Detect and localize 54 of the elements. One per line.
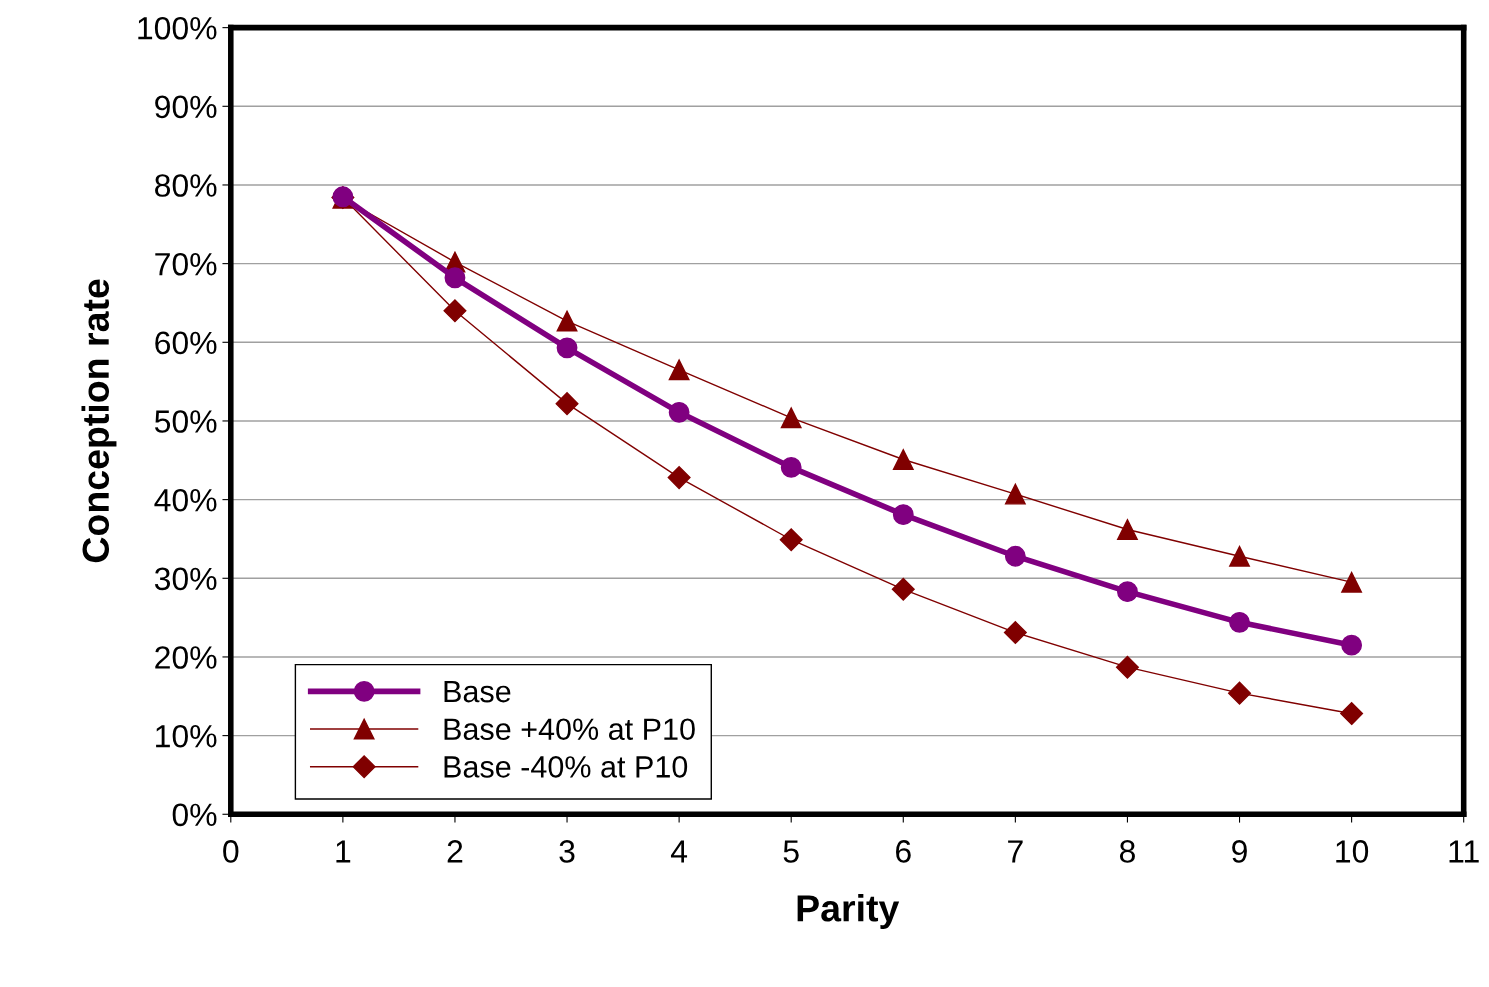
point [1341,571,1363,593]
point [892,449,914,470]
point [1003,621,1027,645]
x-tick-label: 2 [447,840,463,863]
x-tick-label: 4 [670,840,688,863]
x-tick-label: 6 [896,840,911,863]
x-tick-label: 9 [1232,840,1247,863]
y-axis-title: Conception rate [81,279,117,563]
y-tick-label: 20% [155,646,217,669]
legend-label: Base +40% at P10 [444,718,695,741]
point [1341,634,1363,656]
legend-label: Base [444,681,511,703]
x-axis-title: Parity [797,894,900,930]
point [556,310,578,332]
point [1340,702,1364,726]
y-tick-label: 60% [155,331,217,355]
point [668,401,690,423]
point [1229,545,1250,567]
point [668,359,690,381]
x-tick-label: 5 [783,840,799,863]
point [780,407,802,429]
point [1115,655,1139,679]
point [780,456,802,478]
x-tick-label: 10 [1336,840,1369,863]
point [1004,545,1026,567]
y-tick-label: 10% [156,724,217,748]
point [1117,519,1138,540]
y-tick-label: 70% [155,252,217,276]
point [555,392,579,416]
point [1228,681,1252,705]
y-tick-label: 100% [138,16,217,40]
y-tick-label: 0% [172,803,217,827]
point [1229,611,1250,633]
point [1004,483,1026,505]
x-tick-label: 1 [336,840,351,863]
point [444,267,466,289]
y-tick-label: 50% [154,410,217,433]
x-tick-label: 11 [1449,840,1479,863]
x-tick-label: 8 [1119,840,1135,863]
y-tick-label: 90% [155,95,217,119]
point [443,299,467,323]
y-tick-label: 80% [155,174,217,197]
point [779,528,803,552]
point [556,337,578,359]
point [892,504,914,525]
legend-label: Base -40% at P10 [444,756,688,778]
y-tick-label: 40% [154,488,217,512]
x-tick-label: 3 [559,840,575,863]
point [667,466,691,490]
x-tick-label: 0 [223,840,239,863]
x-tick-label: 7 [1008,840,1023,863]
point [891,577,915,601]
point [1117,581,1138,603]
y-tick-label: 30% [154,567,217,591]
